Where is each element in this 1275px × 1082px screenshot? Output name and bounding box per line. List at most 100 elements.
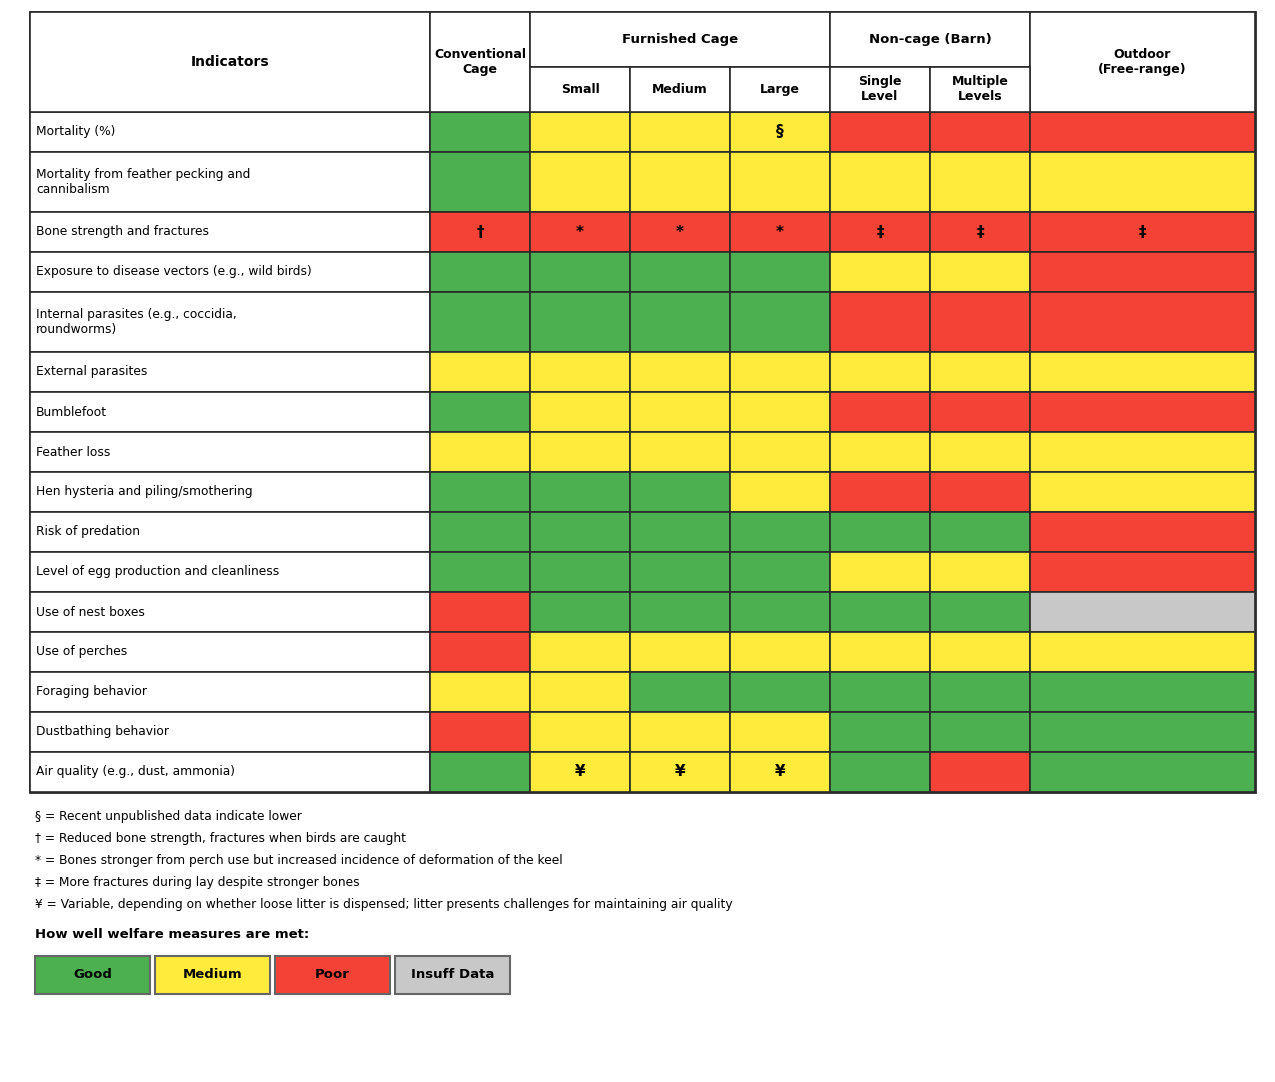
Bar [530, 292, 630, 352]
Bar [830, 392, 929, 432]
Text: Medium: Medium [182, 968, 242, 981]
Text: Outdoor
(Free-range): Outdoor (Free-range) [1098, 48, 1187, 76]
Bar [31, 12, 1255, 792]
Bar [31, 752, 430, 792]
Bar [830, 512, 929, 552]
Text: Bumblefoot: Bumblefoot [36, 406, 107, 419]
Text: Indicators: Indicators [191, 55, 269, 69]
Bar [630, 752, 731, 792]
Bar [929, 472, 1030, 512]
Text: Medium: Medium [652, 83, 708, 96]
Bar [830, 552, 929, 592]
Bar [830, 752, 929, 792]
Bar [731, 113, 830, 151]
Text: How well welfare measures are met:: How well welfare measures are met: [34, 928, 310, 941]
Bar [430, 672, 530, 712]
Bar [430, 392, 530, 432]
Bar [731, 672, 830, 712]
Text: Feather loss: Feather loss [36, 446, 111, 459]
Bar [830, 672, 929, 712]
Bar [31, 432, 430, 472]
Bar [1030, 672, 1255, 712]
Text: Mortality from feather pecking and
cannibalism: Mortality from feather pecking and canni… [36, 168, 250, 196]
Text: Exposure to disease vectors (e.g., wild birds): Exposure to disease vectors (e.g., wild … [36, 265, 312, 278]
Text: Use of nest boxes: Use of nest boxes [36, 606, 145, 619]
Bar [31, 212, 430, 252]
Text: §: § [776, 124, 784, 140]
Bar [530, 113, 630, 151]
Bar [31, 12, 430, 113]
Bar [630, 552, 731, 592]
Text: Bone strength and fractures: Bone strength and fractures [36, 225, 209, 238]
Bar [530, 432, 630, 472]
Bar [731, 472, 830, 512]
Text: Insuff Data: Insuff Data [411, 968, 495, 981]
Bar [630, 151, 731, 212]
Text: ‡ = More fractures during lay despite stronger bones: ‡ = More fractures during lay despite st… [34, 876, 360, 889]
Bar [731, 552, 830, 592]
Text: Internal parasites (e.g., coccidia,
roundworms): Internal parasites (e.g., coccidia, roun… [36, 308, 237, 337]
Bar [929, 632, 1030, 672]
Bar [630, 592, 731, 632]
Text: Level of egg production and cleanliness: Level of egg production and cleanliness [36, 566, 279, 579]
Bar [530, 552, 630, 592]
Bar [1030, 151, 1255, 212]
Bar [630, 632, 731, 672]
Bar [530, 12, 830, 67]
Text: Large: Large [760, 83, 799, 96]
Bar [630, 292, 731, 352]
Bar [31, 672, 430, 712]
Bar [530, 151, 630, 212]
Text: Small: Small [561, 83, 599, 96]
Bar [630, 512, 731, 552]
Text: External parasites: External parasites [36, 366, 148, 379]
Bar [395, 956, 510, 994]
Bar [929, 113, 1030, 151]
Bar [929, 672, 1030, 712]
Bar [530, 392, 630, 432]
Bar [1030, 592, 1255, 632]
Bar [430, 632, 530, 672]
Bar [630, 352, 731, 392]
Text: Furnished Cage: Furnished Cage [622, 32, 738, 47]
Text: Non-cage (Barn): Non-cage (Barn) [868, 32, 992, 47]
Bar [929, 752, 1030, 792]
Bar [929, 392, 1030, 432]
Text: ‡: ‡ [977, 224, 984, 239]
Bar [731, 212, 830, 252]
Bar [1030, 512, 1255, 552]
Text: Hen hysteria and piling/smothering: Hen hysteria and piling/smothering [36, 486, 252, 499]
Text: Risk of predation: Risk of predation [36, 526, 140, 539]
Bar [430, 712, 530, 752]
Bar [630, 432, 731, 472]
Bar [830, 113, 929, 151]
Bar [929, 67, 1030, 113]
Text: Dustbathing behavior: Dustbathing behavior [36, 726, 170, 739]
Bar [275, 956, 390, 994]
Bar [731, 712, 830, 752]
Bar [530, 672, 630, 712]
Bar [830, 472, 929, 512]
Text: Multiple
Levels: Multiple Levels [951, 76, 1009, 104]
Bar [1030, 432, 1255, 472]
Bar [929, 512, 1030, 552]
Bar [830, 592, 929, 632]
Bar [830, 12, 1030, 67]
Bar [31, 512, 430, 552]
Bar [929, 151, 1030, 212]
Bar [1030, 752, 1255, 792]
Bar [430, 292, 530, 352]
Bar [630, 712, 731, 752]
Bar [1030, 552, 1255, 592]
Text: Air quality (e.g., dust, ammonia): Air quality (e.g., dust, ammonia) [36, 765, 235, 779]
Bar [530, 212, 630, 252]
Bar [731, 151, 830, 212]
Bar [929, 432, 1030, 472]
Bar [731, 752, 830, 792]
Bar [530, 67, 630, 113]
Bar [31, 151, 430, 212]
Text: Single
Level: Single Level [858, 76, 901, 104]
Text: Mortality (%): Mortality (%) [36, 126, 115, 138]
Bar [430, 472, 530, 512]
Bar [929, 712, 1030, 752]
